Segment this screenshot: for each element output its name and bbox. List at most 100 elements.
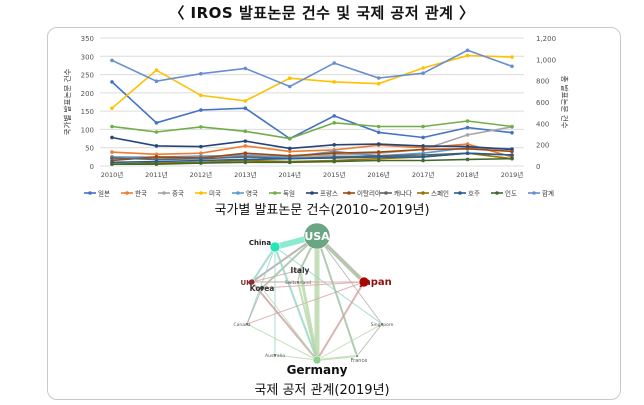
data-point-인도 — [376, 158, 381, 163]
y-tick-label: 50 — [85, 145, 94, 153]
data-point-호주 — [376, 155, 381, 159]
x-tick-label: 2011년 — [145, 170, 168, 179]
network-label-Canada: Canada — [233, 322, 250, 328]
legend-marker-이탈리아 — [347, 191, 351, 195]
y-tick-label: 150 — [81, 108, 94, 116]
chart-caption: 국가별 발표논문 건수(2010~2019년) — [214, 203, 430, 218]
data-point-독일 — [110, 124, 114, 129]
legend-marker-한국 — [125, 191, 129, 195]
data-point-일본 — [110, 80, 114, 84]
x-tick-label: 2018년 — [456, 170, 479, 179]
data-point-호주 — [199, 158, 203, 163]
data-point-인도 — [287, 160, 292, 165]
network-edge — [316, 281, 365, 361]
data-point-일본 — [154, 121, 159, 125]
x-tick-label: 2017년 — [412, 170, 435, 179]
data-point-독일 — [154, 130, 159, 134]
data-point-일본 — [510, 130, 514, 135]
network-edge — [261, 287, 318, 361]
network-node-France — [355, 354, 359, 358]
data-point-독일 — [510, 124, 514, 129]
network-edge — [246, 287, 263, 325]
legend-marker-인도 — [495, 191, 499, 195]
data-point-인도 — [332, 159, 337, 164]
y-tick-label: 250 — [81, 72, 94, 80]
data-point-미국 — [243, 99, 248, 103]
data-point-인도 — [465, 157, 470, 162]
data-point-프랑스 — [332, 142, 337, 147]
legend-label: 일본 — [98, 189, 110, 198]
x-tick-label: 2016년 — [367, 170, 390, 179]
data-point-독일 — [421, 124, 425, 129]
data-point-미국 — [287, 76, 292, 81]
data-point-프랑스 — [243, 139, 248, 143]
series-line-이탈리아 — [111, 147, 513, 162]
series-line-인도 — [112, 157, 513, 165]
network-label-Australia: Australia — [265, 353, 285, 359]
network-edge — [316, 235, 358, 357]
y-tick-label: 300 — [81, 53, 94, 61]
data-point-캐나다 — [110, 156, 114, 160]
data-point-합계 — [287, 84, 292, 89]
network-edge — [274, 354, 318, 361]
data-point-일본 — [376, 130, 381, 135]
data-point-독일 — [243, 129, 248, 134]
network-edge — [274, 246, 383, 325]
legend-marker-일본 — [88, 191, 92, 195]
network-edge — [251, 281, 318, 361]
series-line-합계 — [111, 49, 513, 88]
data-point-중국 — [465, 133, 470, 137]
data-point-한국 — [110, 150, 114, 154]
network-label-France: France — [351, 358, 368, 364]
x-tick-label: 2015년 — [323, 170, 346, 179]
y2-tick-label: 600 — [536, 99, 549, 107]
legend-marker-독일 — [273, 191, 277, 195]
network-edge — [261, 281, 365, 289]
network-edge — [316, 355, 358, 361]
y2-tick-label: 200 — [536, 142, 549, 150]
network-node-Germany — [312, 355, 322, 365]
data-point-미국 — [421, 66, 425, 70]
legend-marker-스페인 — [421, 191, 425, 195]
network-label-Switzerland: Switzerland — [285, 280, 311, 286]
network-edge — [251, 269, 301, 283]
data-point-합계 — [465, 48, 470, 53]
data-point-합계 — [243, 66, 248, 71]
data-point-한국 — [199, 151, 203, 155]
legend-label: 합계 — [542, 189, 554, 198]
y2-axis-label: 총 발표논문 건수 — [560, 75, 570, 128]
series-line-프랑스 — [111, 136, 513, 151]
data-point-미국 — [376, 81, 381, 86]
network-node-Japan — [358, 276, 370, 288]
network-label-USA: USA — [304, 230, 330, 243]
data-point-호주 — [510, 153, 514, 157]
data-point-미국 — [199, 93, 203, 98]
network-label-Japan: Japan — [359, 277, 392, 288]
data-point-일본 — [199, 108, 203, 112]
legend-marker-캐나다 — [384, 191, 388, 195]
data-point-이탈리아 — [154, 155, 159, 159]
series-line-일본 — [111, 81, 513, 140]
data-point-프랑스 — [199, 144, 203, 149]
data-point-합계 — [332, 61, 337, 65]
network-edge — [356, 323, 383, 357]
series-line-호주 — [111, 152, 513, 164]
data-point-일본 — [465, 125, 470, 130]
legend-label: 인도 — [505, 189, 517, 198]
data-point-독일 — [287, 136, 292, 141]
legend-label: 프랑스 — [320, 190, 338, 198]
legend-marker-영국 — [236, 191, 240, 195]
data-point-한국 — [465, 142, 470, 146]
data-point-캐나다 — [243, 155, 248, 159]
network-label-UK: UK — [240, 279, 252, 287]
y-tick-label: 350 — [81, 35, 94, 43]
data-point-미국 — [465, 53, 470, 58]
x-tick-label: 2014년 — [279, 170, 302, 179]
data-point-합계 — [376, 76, 381, 80]
data-point-인도 — [199, 161, 203, 165]
data-point-미국 — [110, 106, 114, 111]
data-point-독일 — [465, 119, 470, 123]
data-point-호주 — [332, 156, 337, 160]
data-point-독일 — [199, 125, 203, 129]
data-point-이탈리아 — [510, 149, 514, 154]
